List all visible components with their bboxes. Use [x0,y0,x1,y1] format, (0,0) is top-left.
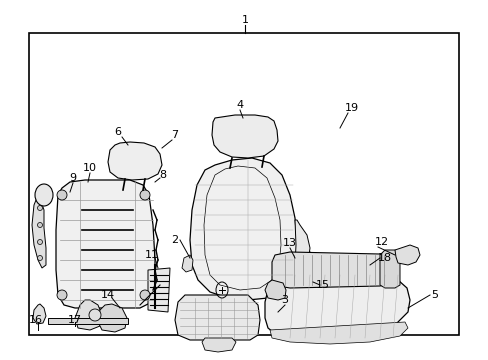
Text: 17: 17 [68,315,82,325]
Ellipse shape [140,190,150,200]
Ellipse shape [57,190,67,200]
Ellipse shape [89,309,101,321]
Text: 18: 18 [377,253,391,263]
Polygon shape [182,255,193,272]
Bar [29,33,458,335]
Polygon shape [294,220,309,278]
Text: 16: 16 [29,315,43,325]
Text: 1: 1 [241,15,248,25]
Polygon shape [264,280,285,300]
Text: 12: 12 [374,237,388,247]
Text: 14: 14 [101,290,115,300]
Ellipse shape [140,290,150,300]
Ellipse shape [35,184,53,206]
Text: 6: 6 [114,127,121,137]
Polygon shape [303,252,316,270]
Text: 8: 8 [159,170,166,180]
Text: 4: 4 [236,100,243,110]
Polygon shape [212,115,278,158]
Polygon shape [269,322,407,344]
Text: 10: 10 [83,163,97,173]
Polygon shape [148,268,170,312]
Ellipse shape [38,222,42,228]
Text: 2: 2 [171,235,178,245]
Polygon shape [264,272,409,342]
Ellipse shape [38,206,42,211]
Polygon shape [190,158,296,300]
Ellipse shape [38,256,42,261]
Text: 15: 15 [315,280,329,290]
Text: 7: 7 [171,130,178,140]
Polygon shape [175,295,260,340]
Polygon shape [75,300,102,330]
Ellipse shape [38,239,42,244]
Text: 3: 3 [281,295,288,305]
Text: 5: 5 [430,290,438,300]
Polygon shape [202,338,236,352]
Text: 13: 13 [283,238,296,248]
Polygon shape [98,304,127,332]
Text: 11: 11 [145,250,159,260]
Polygon shape [32,195,46,268]
Text: 9: 9 [69,173,77,183]
Polygon shape [108,142,162,180]
Ellipse shape [57,290,67,300]
Polygon shape [56,180,155,308]
Polygon shape [33,304,46,324]
Polygon shape [271,252,397,288]
Polygon shape [379,250,399,288]
Polygon shape [394,245,419,265]
Bar [48,318,128,324]
Text: 19: 19 [344,103,358,113]
